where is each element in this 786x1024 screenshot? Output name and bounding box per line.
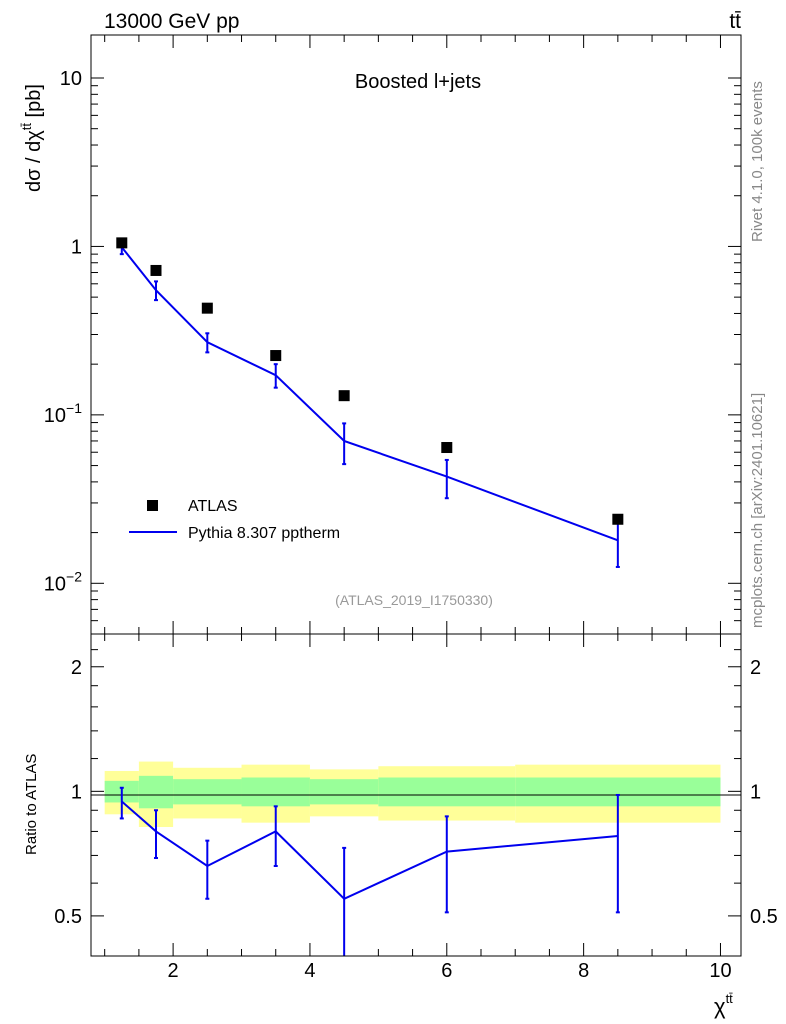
mc-series: [119, 240, 620, 568]
main-ytick-label: 10−1: [44, 400, 82, 427]
mc-line: [121, 246, 619, 542]
main-ytick-label: 10−2: [44, 568, 82, 595]
analysis-label: (ATLAS_2019_I1750330): [335, 592, 493, 608]
main-ylabel-text: dσ / dχ: [23, 130, 45, 192]
header-right-label: tt̄: [729, 10, 741, 33]
data-point: [441, 442, 453, 454]
ratio-xlabel-sup: tt̄: [726, 991, 734, 1006]
ratio-ytick-label: 1: [71, 781, 82, 803]
ratio-xtick-label: 10: [709, 960, 731, 982]
ratio-mc-series: [119, 786, 620, 956]
ratio-xtick-label: 6: [441, 960, 452, 982]
ratio-ytick-label-right: 0.5: [750, 906, 778, 928]
data-point: [338, 390, 350, 402]
ratio-xtick-label: 4: [304, 960, 315, 982]
ratio-xtick-label: 2: [168, 960, 179, 982]
ratio-band-inner: [309, 779, 379, 805]
ratio-ticks: 0.5 0.5 1 1 2 2 2 4 6 8 10: [54, 634, 778, 982]
ratio-xtick-label: 8: [578, 960, 589, 982]
ratio-panel: 0.5 0.5 1 1 2 2 2 4 6 8 10 Ratio to ATLAS χtt̄: [23, 633, 778, 1019]
ratio-ytick-label-right: 1: [750, 781, 761, 803]
ratio-xlabel: χtt̄: [714, 991, 733, 1019]
main-ylabel-sup: tt̄: [19, 123, 34, 131]
rivet-label: Rivet 4.1.0, 100k events: [749, 81, 766, 242]
main-ytick-label: 10: [60, 68, 82, 90]
main-ytick-label: 1: [71, 236, 82, 258]
data-point: [201, 302, 213, 314]
data-series: [116, 237, 624, 525]
legend-data-marker: [147, 500, 158, 511]
ratio-ytick-label: 0.5: [54, 906, 82, 928]
main-ticks: 10−2 10−1 1 10: [44, 35, 741, 635]
legend-data-label: ATLAS: [188, 498, 238, 515]
ratio-ylabel: Ratio to ATLAS: [23, 754, 40, 855]
data-point: [150, 264, 162, 276]
data-point: [270, 350, 282, 362]
main-frame: [90, 34, 742, 635]
legend: ATLAS Pythia 8.307 pptherm: [129, 498, 340, 542]
main-ylabel: dσ / dχtt̄ [pb]: [19, 84, 45, 192]
source-label: mcplots.cern.ch [arXiv:2401.10621]: [749, 393, 766, 628]
ratio-band-inner: [138, 775, 174, 809]
data-point: [612, 513, 624, 525]
ratio-band-inner: [173, 779, 242, 805]
legend-mc-label: Pythia 8.307 pptherm: [188, 525, 340, 542]
header-left-label: 13000 GeV pp: [104, 10, 239, 33]
main-ylabel-unit: [pb]: [23, 84, 45, 123]
ratio-bands: [104, 761, 721, 827]
main-panel: 10−2 10−1 1 10 Boosted l+jets (ATLAS_2019_I…: [19, 34, 742, 635]
ratio-ytick-label: 2: [71, 657, 82, 679]
data-point: [116, 237, 128, 249]
ratio-ytick-label-right: 2: [750, 657, 761, 679]
ratio-band-inner: [241, 777, 310, 807]
main-title: Boosted l+jets: [355, 71, 481, 93]
ratio-band-inner: [378, 777, 516, 807]
ratio-xlabel-text: χ: [714, 994, 726, 1019]
ratio-frame: [90, 633, 742, 957]
